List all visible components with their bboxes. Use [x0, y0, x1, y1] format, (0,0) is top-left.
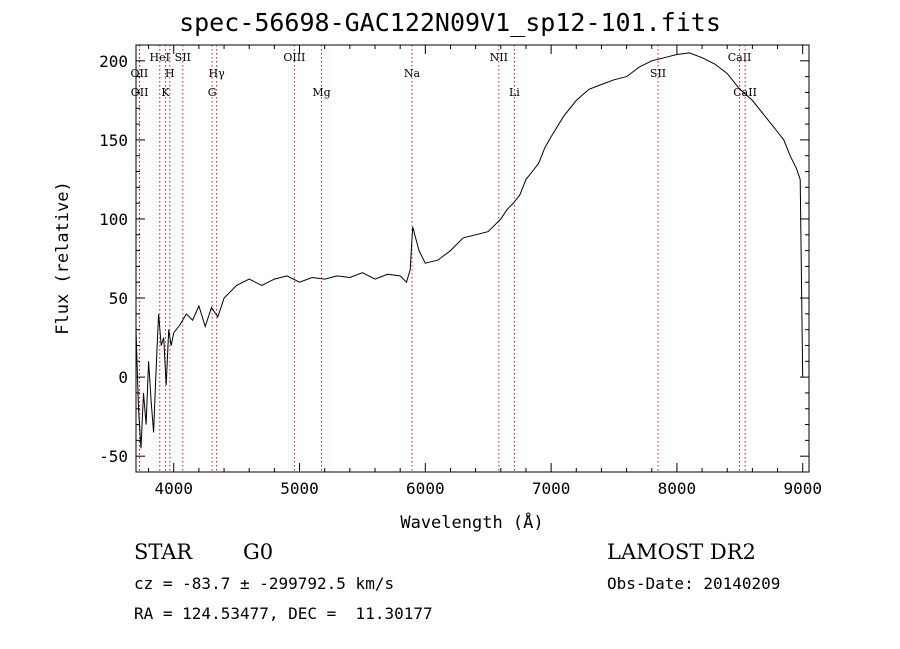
y-tick-label: 0	[118, 368, 128, 387]
observation-date: Obs-Date: 20140209	[607, 574, 781, 593]
object-type: STAR	[134, 540, 193, 564]
x-tick-label: 5000	[280, 479, 319, 498]
line-marker-label: Na	[404, 67, 421, 80]
x-tick-label: 8000	[658, 479, 697, 498]
line-marker-label: CaII	[728, 51, 752, 64]
line-marker-label: CaII	[733, 86, 757, 99]
axis-tick-labels: 4000 5000 6000 7000 8000 9000 -50 0 50 100 150 200	[99, 52, 822, 498]
spectral-line-markers: OIIOIIHeIKHSIIHγGOIIIMgNaNIILiSIICaIICaI…	[131, 45, 757, 472]
x-tick-label: 6000	[406, 479, 445, 498]
line-marker-label: H	[165, 67, 175, 80]
y-tick-label: 100	[99, 210, 128, 229]
x-axis-label: Wavelength (Å)	[400, 511, 543, 533]
line-marker-label: Hγ	[209, 67, 226, 80]
line-marker-label: Li	[509, 86, 520, 99]
line-marker-label: HeI	[150, 51, 170, 64]
y-tick-label: 150	[99, 131, 128, 150]
object-subclass: G0	[243, 540, 274, 564]
line-marker-label: SII	[175, 51, 191, 64]
y-tick-label: -50	[99, 447, 128, 466]
line-marker-label: SII	[650, 67, 666, 80]
ra-dec-coordinates: RA = 124.53477, DEC = 11.30177	[134, 604, 433, 623]
x-tick-label: 9000	[783, 479, 822, 498]
y-axis-label: Flux (relative)	[53, 181, 73, 335]
plot-frame	[135, 44, 810, 473]
line-marker-label: Mg	[312, 86, 330, 99]
line-marker-label: OIII	[283, 51, 305, 64]
line-marker-label: K	[161, 86, 170, 99]
survey-name: LAMOST DR2	[607, 540, 756, 564]
y-tick-label: 50	[109, 289, 128, 308]
x-tick-label: 4000	[154, 479, 193, 498]
line-marker-label: G	[208, 86, 217, 99]
chart-title: spec-56698-GAC122N09V1_sp12-101.fits	[179, 8, 721, 37]
line-marker-label: NII	[490, 51, 508, 64]
spectrum-line	[135, 52, 804, 449]
axis-ticks	[136, 44, 809, 473]
x-tick-label: 7000	[532, 479, 571, 498]
y-tick-label: 200	[99, 52, 128, 71]
redshift-velocity: cz = -83.7 ± -299792.5 km/s	[134, 574, 395, 593]
